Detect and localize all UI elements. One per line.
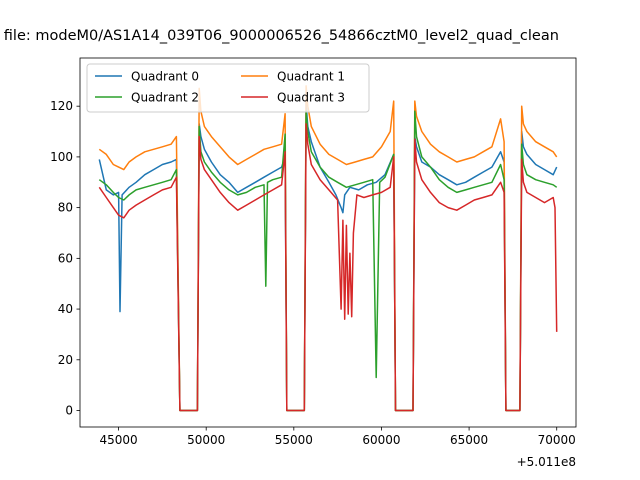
- series-line-quadrant-2: [98, 110, 558, 412]
- x-axis-offset-label: +5.011e8: [517, 455, 576, 469]
- series-line-quadrant-0: [98, 102, 558, 412]
- y-tick-label: 20: [58, 353, 73, 367]
- legend-label: Quadrant 1: [277, 70, 345, 84]
- x-tick-label: 70000: [538, 433, 576, 447]
- x-tick-label: 45000: [99, 433, 137, 447]
- x-axis: 45000 50000 55000 60000 65000 70000: [99, 427, 576, 447]
- plot-area: 45000 50000 55000 60000 65000 70000 0 20 40 60 80…: [50, 57, 577, 469]
- y-tick-label: 40: [58, 302, 73, 316]
- y-tick-label: 100: [50, 150, 73, 164]
- y-tick-label: 0: [65, 404, 73, 418]
- legend-box: [86, 63, 370, 113]
- legend-label: Quadrant 3: [277, 91, 345, 105]
- y-axis: 0 20 40 60 80 100 120: [50, 99, 80, 418]
- legend-label: Quadrant 2: [131, 91, 199, 105]
- y-tick-label: 80: [58, 201, 73, 215]
- y-tick-label: 120: [50, 99, 73, 113]
- series-line-quadrant-3: [98, 123, 558, 412]
- legend: Quadrant 0 Quadrant 1 Quadrant 2 Quadrant 3: [86, 63, 370, 113]
- chart-title: n file: modeM0/AS1A14_039T06_9000006526_…: [0, 28, 559, 44]
- y-tick-label: 60: [58, 251, 73, 265]
- legend-label: Quadrant 0: [131, 70, 199, 84]
- x-tick-label: 60000: [362, 433, 400, 447]
- x-tick-label: 65000: [450, 433, 488, 447]
- x-tick-label: 55000: [275, 433, 313, 447]
- x-tick-label: 50000: [187, 433, 225, 447]
- series-line-quadrant-1: [98, 85, 558, 412]
- plot-frame: [79, 57, 577, 428]
